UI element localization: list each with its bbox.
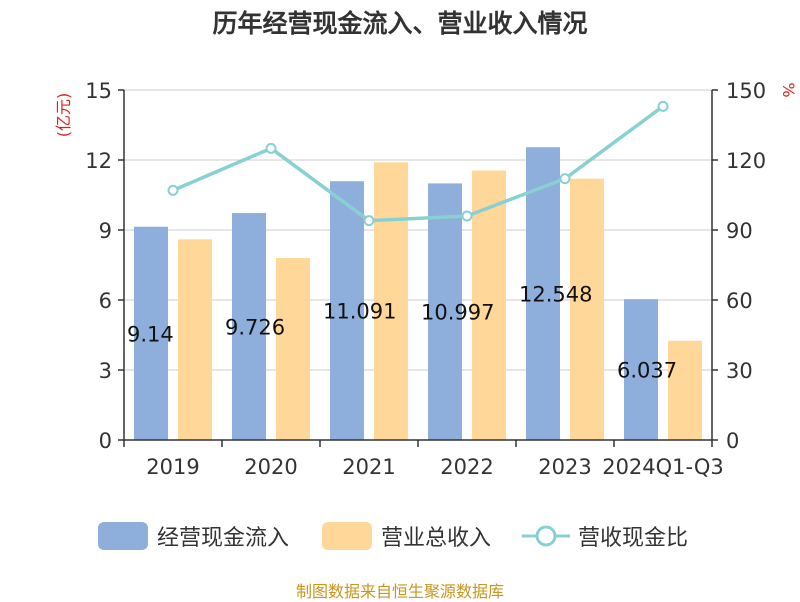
y-left-tick-label: 3 [99, 359, 112, 383]
chart-title: 历年经营现金流入、营业收入情况 [212, 9, 588, 38]
x-tick-label: 2019 [146, 455, 199, 479]
bar-revenue [178, 239, 212, 440]
y-right-tick-label: 30 [726, 359, 753, 383]
y-left-axis-label: (亿元) [54, 93, 73, 138]
ratio-point [657, 100, 669, 112]
x-tick-label: 2024Q1-Q3 [602, 455, 724, 479]
y-left-tick-label: 9 [99, 219, 112, 243]
bar-cash-inflow [428, 183, 462, 441]
bar-revenue [472, 170, 506, 440]
legend-item-revenue[interactable]: 营业总收入 [322, 516, 491, 556]
x-tick-label: 2023 [538, 455, 591, 479]
y-right-tick-label: 60 [726, 289, 753, 313]
chart-legend: 经营现金流入 营业总收入 营收现金比 [0, 516, 800, 556]
bar-revenue [374, 162, 408, 441]
ratio-point [363, 215, 375, 227]
legend-label-revenue: 营业总收入 [381, 526, 492, 551]
y-left-tick-label: 6 [99, 289, 112, 313]
x-tick-label: 2022 [440, 455, 493, 479]
data-label-cash-inflow: 10.997 [421, 301, 494, 325]
bar-cash-inflow [232, 213, 266, 440]
data-label-cash-inflow: 9.14 [127, 322, 174, 346]
data-label-cash-inflow: 9.726 [225, 316, 285, 340]
data-label-cash-inflow: 11.091 [323, 300, 396, 324]
legend-swatch-cash-inflow [98, 522, 148, 550]
data-label-cash-inflow: 12.548 [519, 283, 592, 307]
bar-cash-inflow [624, 299, 658, 440]
y-left-tick-label: 12 [85, 149, 112, 173]
y-right-tick-label: 120 [726, 149, 766, 173]
ratio-point [559, 173, 571, 185]
y-right-tick-label: 90 [726, 219, 753, 243]
y-right-tick-label: 0 [726, 429, 739, 453]
ratio-point [461, 210, 473, 222]
ratio-point [265, 142, 277, 154]
y-left-tick-label: 0 [99, 429, 112, 453]
bar-cash-inflow [330, 181, 364, 440]
bar-revenue [570, 178, 604, 440]
ratio-line [172, 104, 665, 223]
legend-item-cash-inflow[interactable]: 经营现金流入 [98, 516, 289, 556]
legend-swatch-ratio [522, 525, 570, 547]
bar-cash-inflow [134, 226, 168, 440]
x-tick-label: 2020 [244, 455, 297, 479]
bar-cash-inflow [526, 147, 560, 441]
ratio-point [167, 184, 179, 196]
x-tick-label: 2021 [342, 455, 395, 479]
data-source-note: 制图数据来自恒生聚源数据库 [295, 582, 504, 601]
data-label-cash-inflow: 6.037 [617, 359, 677, 383]
bar-revenue [276, 258, 310, 440]
bar-revenue [668, 340, 702, 440]
y-right-axis-label: % [779, 82, 798, 97]
legend-swatch-revenue [322, 522, 372, 550]
y-right-tick-label: 150 [726, 79, 766, 103]
legend-item-ratio[interactable]: 营收现金比 [522, 516, 688, 556]
y-left-tick-label: 15 [85, 79, 112, 103]
legend-label-cash-inflow: 经营现金流入 [157, 526, 290, 551]
legend-label-ratio: 营收现金比 [578, 526, 689, 551]
